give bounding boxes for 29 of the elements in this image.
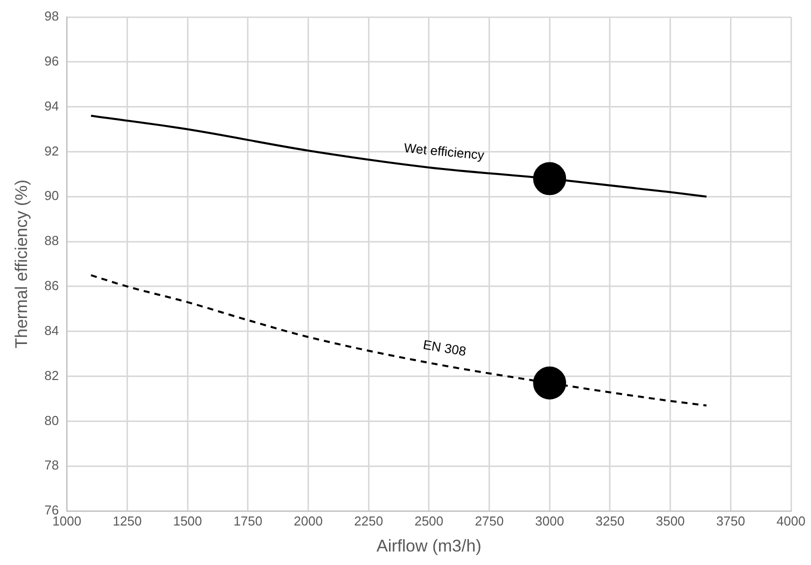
x-tick-label: 3000 <box>535 513 564 528</box>
x-tick-label: 2500 <box>414 513 444 528</box>
y-tick-label: 80 <box>44 412 59 428</box>
x-tick-label: 1500 <box>173 513 202 528</box>
y-axis-title: Thermal efficiency (%) <box>12 180 31 348</box>
y-tick-label: 96 <box>44 53 59 68</box>
y-tick-label: 94 <box>44 98 59 114</box>
y-tick-label: 98 <box>44 8 59 24</box>
x-tick-label: 1250 <box>112 513 142 528</box>
line-series <box>90 274 708 406</box>
y-tick-label: 82 <box>44 368 59 383</box>
y-tick-label: 88 <box>44 233 59 248</box>
y-tick-label: 78 <box>44 458 59 473</box>
x-axis-title: Airflow (m3/h) <box>376 536 482 556</box>
y-tick-label: 84 <box>44 322 59 338</box>
x-tick-label: 2000 <box>294 513 323 528</box>
y-tick-label: 90 <box>44 188 59 204</box>
x-tick-label: 2250 <box>354 513 384 528</box>
y-tick-label: 92 <box>44 143 59 158</box>
x-tick-label: 2750 <box>474 513 504 528</box>
x-tick-label: 3250 <box>596 513 624 528</box>
text: EN 308 <box>422 336 468 359</box>
x-tick-label: 1750 <box>233 513 262 528</box>
line-series <box>90 114 708 198</box>
x-tick-label: 3500 <box>656 513 685 528</box>
text: Wet efficiency <box>403 140 486 163</box>
x-tick-label: 3750 <box>716 513 746 528</box>
x-tick-label: 4000 <box>776 513 806 528</box>
y-tick-label: 86 <box>44 278 59 294</box>
